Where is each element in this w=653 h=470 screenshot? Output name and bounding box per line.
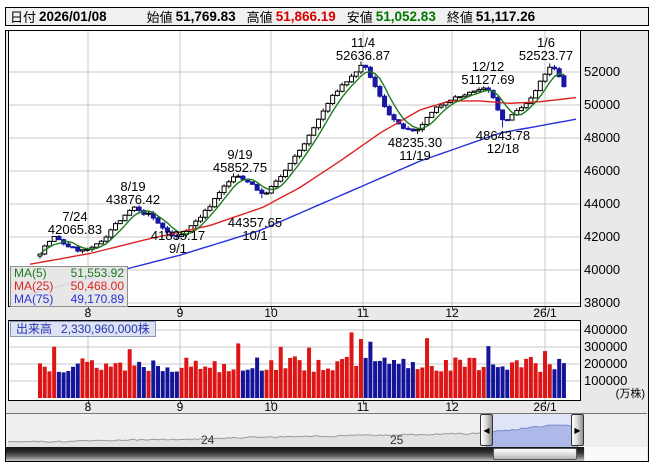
axis-tick: [452, 401, 453, 404]
volume-tick-label: 100000: [584, 373, 628, 388]
navigator-left-handle[interactable]: ◀: [480, 414, 493, 446]
price-tick-label: 40000: [584, 262, 621, 277]
x-tick-label: 12: [445, 306, 459, 320]
ma25-legend-row: MA(25) 50,468.00: [14, 280, 124, 293]
scrollbar-thumb[interactable]: [493, 448, 577, 460]
high-value: 51,866.19: [275, 9, 336, 24]
date-value: 2026/01/08: [39, 9, 107, 24]
axis-tick: [271, 307, 272, 310]
axis-tick: [545, 401, 546, 404]
chart-annotation: 8/19 43876.42: [105, 179, 161, 207]
x-tick-label: 11: [356, 306, 370, 320]
scrollbar-track[interactable]: [6, 447, 584, 461]
price-tick-label: 52000: [584, 64, 621, 79]
chart-annotation: 44357.65 10/1: [227, 215, 283, 243]
x-tick-label: 9: [176, 306, 184, 320]
price-axis-labels: 52000 50000 48000 46000 44000 42000 40000 38000: [584, 30, 646, 312]
axis-tick: [180, 401, 181, 404]
x-tick-label: 26/1: [533, 306, 557, 320]
open-label: 始値: [146, 10, 173, 25]
x-tick-label: 10: [264, 400, 278, 414]
quote-header: 日付 2026/01/08 始値 51,769.83 高値 51,866.19 …: [5, 7, 649, 26]
chart-annotation: 41835.17 9/1: [150, 228, 206, 256]
main-chart-plot: [8, 30, 581, 307]
navigator-region[interactable]: 24 25: [6, 413, 647, 448]
navigator-mini-chart: 24 25: [7, 414, 579, 447]
chart-annotation: 48235.30 11/19: [387, 135, 443, 163]
ma5-value: 51,553.92: [70, 266, 124, 280]
left-arrow-icon: ◀: [483, 425, 490, 435]
volume-bars-chart: [9, 321, 580, 400]
x-tick-label: 12: [445, 400, 459, 414]
main-x-axis: 8 9 10 11 12 26/1: [8, 307, 581, 320]
axis-tick: [88, 401, 89, 404]
ma25-value: 50,468.00: [70, 279, 124, 293]
close-label: 終値: [446, 10, 473, 25]
volume-label: 出来高: [16, 322, 53, 336]
x-tick-label: 9: [176, 400, 184, 414]
axis-tick: [452, 307, 453, 310]
volume-axis-labels: 400000 300000 200000 100000 (万株): [584, 320, 646, 402]
price-tick-label: 44000: [584, 196, 621, 211]
price-tick-label: 42000: [584, 229, 621, 244]
high-label: 高値: [246, 10, 273, 25]
x-tick-label: 8: [84, 400, 92, 414]
price-tick-label: 50000: [584, 97, 621, 112]
volume-total-value: 2,330,960,000株: [61, 322, 150, 336]
axis-tick: [271, 401, 272, 404]
ma75-label: MA(75): [14, 292, 54, 306]
axis-tick: [88, 307, 89, 310]
candlestick-chart: [9, 31, 580, 306]
x-tick-label: 10: [264, 306, 278, 320]
volume-unit-label: (万株): [615, 388, 645, 400]
low-label: 安値: [346, 10, 373, 25]
price-tick-label: 38000: [584, 295, 621, 310]
ma25-label: MA(25): [14, 279, 54, 293]
low-value: 51,052.83: [375, 9, 436, 24]
axis-tick: [363, 401, 364, 404]
axis-tick: [363, 307, 364, 310]
axis-tick: [545, 307, 546, 310]
navigator-year-label: 25: [390, 433, 404, 447]
scrollbar-blank: [585, 447, 647, 461]
volume-label-box: 出来高 2,330,960,000株: [10, 321, 156, 337]
ma5-label: MA(5): [14, 266, 47, 280]
ma-legend: MA(5) 51,553.92 MA(25) 50,468.00 MA(75) …: [10, 266, 128, 307]
open-value: 51,769.83: [175, 9, 236, 24]
ma75-value: 49,170.89: [70, 292, 124, 306]
volume-tick-label: 200000: [584, 356, 628, 371]
volume-tick-label: 300000: [584, 339, 628, 354]
close-value: 51,117.26: [475, 9, 536, 24]
axis-tick: [180, 307, 181, 310]
chart-annotation: 7/24 42065.83: [47, 209, 103, 237]
navigator-year-label: 24: [201, 433, 215, 447]
price-tick-label: 46000: [584, 163, 621, 178]
right-arrow-icon: ▶: [574, 425, 581, 435]
x-tick-label: 26/1: [533, 400, 557, 414]
chart-annotation: 48643.78 12/18: [475, 128, 531, 156]
chart-annotation: 1/6 52523.77: [518, 35, 574, 63]
chart-annotation: 11/4 52636.87: [335, 35, 391, 63]
chart-annotation: 12/12 51127.69: [461, 59, 515, 87]
price-tick-label: 48000: [584, 130, 621, 145]
chart-annotation: 9/19 45852.75: [212, 147, 268, 175]
volume-tick-label: 400000: [584, 322, 628, 337]
volume-x-axis: 8 9 10 11 12 26/1: [8, 401, 581, 414]
ma5-legend-row: MA(5) 51,553.92: [14, 267, 124, 280]
x-tick-label: 8: [84, 306, 92, 320]
navigator-right-handle[interactable]: ▶: [571, 414, 584, 446]
x-tick-label: 11: [356, 400, 370, 414]
date-label: 日付: [10, 10, 37, 25]
ma75-legend-row: MA(75) 49,170.89: [14, 293, 124, 306]
